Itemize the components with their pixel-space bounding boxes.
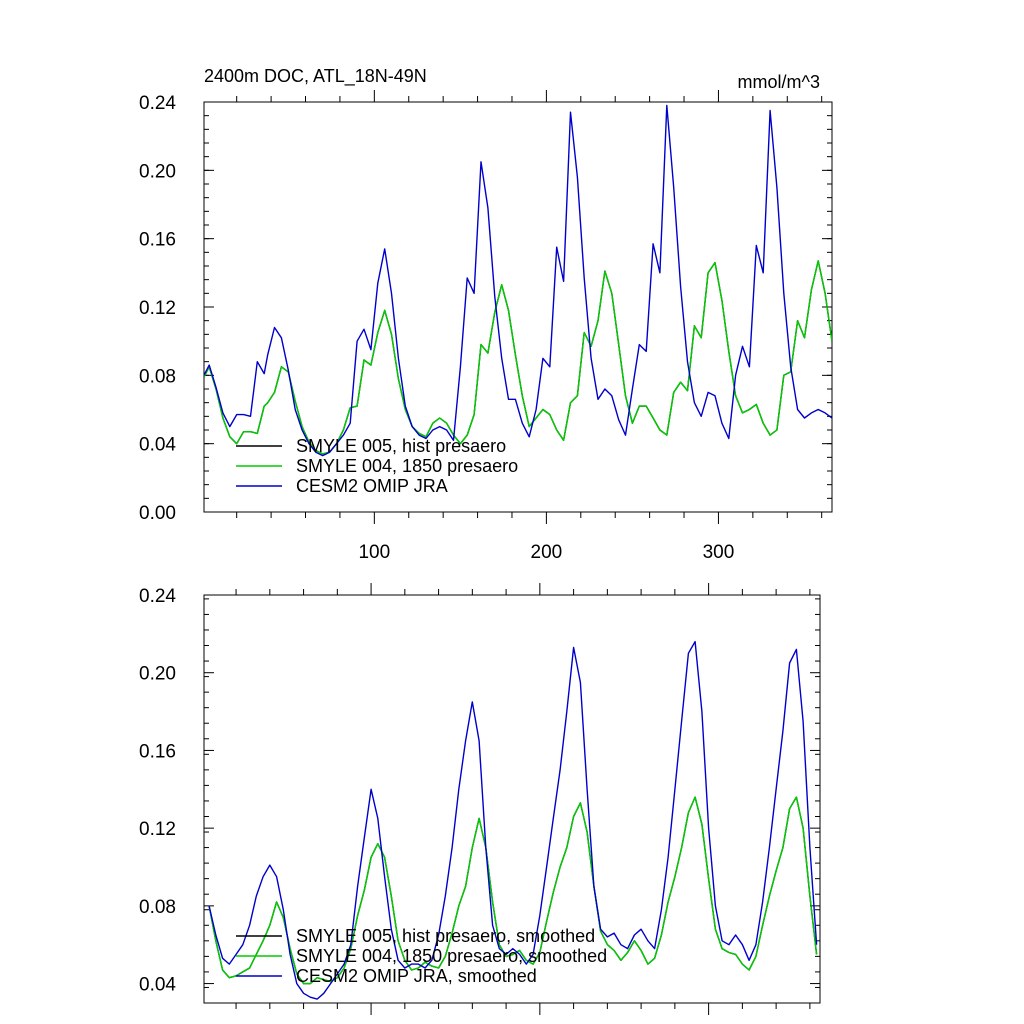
- panel-top: 0.00 0.04 0.08 0.12 0.16 0.20 0.24 100 200 300 SMY…: [139, 90, 833, 563]
- y-tick-label: 0.12: [139, 819, 176, 840]
- legend-label: SMYLE 004, 1850 presaero: [296, 456, 518, 476]
- legend-label: SMYLE 005, hist presaero, smoothed: [296, 926, 595, 946]
- plot-frame: [203, 594, 821, 1004]
- x-tick-label: 100: [358, 542, 390, 563]
- y-tick-label: 0.16: [139, 230, 176, 251]
- legend-label: CESM2 OMIP JRA, smoothed: [296, 966, 537, 986]
- legend-label: SMYLE 004, 1850 presaero, smoothed: [296, 946, 607, 966]
- legend-label: SMYLE 005, hist presaero: [296, 436, 506, 456]
- y-tick-label: 0.08: [139, 897, 176, 918]
- y-tick-label: 0.08: [139, 366, 176, 387]
- series-line-2: [204, 104, 832, 457]
- y-tick-label: 0.20: [139, 664, 176, 685]
- units-label: mmol/m^3: [738, 72, 820, 92]
- x-tick-label: 300: [703, 542, 735, 563]
- y-tick-label: 0.12: [139, 298, 176, 319]
- x-tick-label: 200: [531, 542, 563, 563]
- panel-bottom: 0.04 0.08 0.12 0.16 0.20 0.24 SMYLE 005, hist …: [139, 583, 821, 1015]
- series-line-2: [208, 640, 818, 1000]
- series-line-1: [208, 796, 818, 985]
- y-tick-label: 0.20: [139, 161, 176, 182]
- y-tick-label: 0.04: [139, 435, 176, 456]
- legend-label: CESM2 OMIP JRA: [296, 476, 448, 496]
- y-tick-label: 0.24: [139, 586, 176, 607]
- chart-title: 2400m DOC, ATL_18N-49N: [204, 66, 427, 87]
- y-tick-label: 0.04: [139, 975, 176, 996]
- y-tick-label: 0.16: [139, 741, 176, 762]
- y-tick-label: 0.24: [139, 93, 176, 114]
- y-tick-label: 0.00: [139, 503, 176, 524]
- series-line-1: [204, 260, 832, 455]
